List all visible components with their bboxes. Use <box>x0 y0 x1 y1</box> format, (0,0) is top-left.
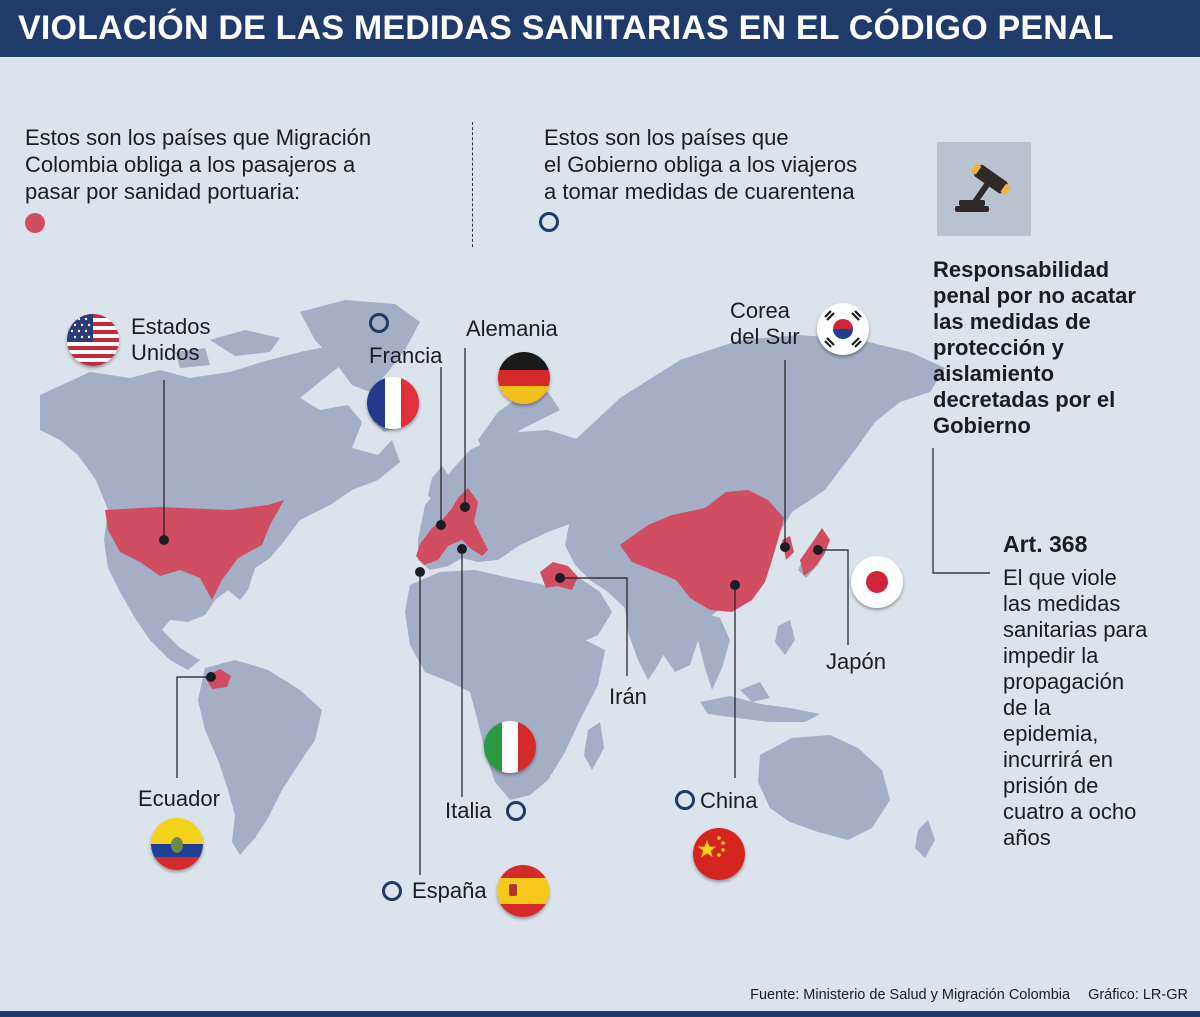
legend-ring-text: Estos son los países que el Gobierno obl… <box>544 125 858 204</box>
article-text: El que viole las medidas sanitarias para… <box>1003 565 1148 850</box>
indonesia <box>700 682 820 722</box>
legend-red-text: Estos son los países que Migración Colom… <box>25 125 372 204</box>
ring-francia <box>369 313 389 333</box>
leader-iran <box>560 577 628 676</box>
china-flag-icon <box>693 828 745 880</box>
arabia <box>545 575 612 645</box>
leader-lines <box>163 348 990 875</box>
africa <box>405 570 605 800</box>
japan-flag-icon <box>851 556 903 608</box>
dot-china <box>730 580 740 590</box>
label-espana: España <box>412 878 487 903</box>
arctic-islands <box>175 330 280 368</box>
label-china: China <box>700 788 758 813</box>
dot-italia <box>457 544 467 554</box>
china-shape <box>620 490 784 612</box>
dot-ecuador <box>206 672 216 682</box>
new-zealand <box>915 820 935 858</box>
usa-flag-icon <box>67 314 119 366</box>
south-korea-flag-icon <box>817 303 869 355</box>
graphic-credit: Gráfico: LR-GR <box>1088 987 1188 1003</box>
india <box>625 600 680 680</box>
south-america <box>198 660 322 855</box>
madagascar <box>584 722 604 770</box>
uk <box>428 466 452 505</box>
article-title: Art. 368 <box>1003 531 1088 557</box>
se-asia <box>698 612 730 690</box>
label-corea: Corea del Sur <box>730 298 800 349</box>
ring-italia <box>506 801 526 821</box>
label-usa: Estados Unidos <box>131 314 211 365</box>
philippines <box>775 620 795 655</box>
legend-divider <box>472 122 473 247</box>
france-flag-icon <box>367 377 419 429</box>
usa-shape <box>105 500 284 600</box>
footer: Fuente: Ministerio de Salud y Migración … <box>732 987 1188 1003</box>
dot-corea <box>780 542 790 552</box>
germany-flag-icon <box>498 352 550 404</box>
scandinavia <box>478 392 560 462</box>
bottom-bar <box>0 1011 1200 1017</box>
legal-heading: Responsabilidad penal por no acatar las … <box>933 257 1136 438</box>
legend-ring-marker <box>539 212 559 232</box>
italy-flag-icon <box>484 721 536 773</box>
label-alemania: Alemania <box>466 316 558 341</box>
page-title: VIOLACIÓN DE LAS MEDIDAS SANITARIAS EN E… <box>18 9 1114 47</box>
legend-red-dot <box>25 213 45 233</box>
leader-legal <box>932 448 990 574</box>
title-bar: VIOLACIÓN DE LAS MEDIDAS SANITARIAS EN E… <box>0 0 1200 57</box>
north-america <box>40 345 400 670</box>
label-francia: Francia <box>369 343 443 368</box>
ring-china <box>675 790 695 810</box>
dot-usa <box>159 535 169 545</box>
europe-shape <box>416 488 488 565</box>
dot-espana <box>415 567 425 577</box>
ring-espana <box>382 881 402 901</box>
leader-japon <box>818 549 849 645</box>
land-masses <box>40 300 945 858</box>
dot-japon <box>813 545 823 555</box>
country-dots <box>159 502 823 682</box>
label-italia: Italia <box>445 798 492 823</box>
dot-alemania <box>460 502 470 512</box>
gavel-box <box>937 142 1031 236</box>
dot-iran <box>555 573 565 583</box>
label-ecuador: Ecuador <box>138 786 220 811</box>
leader-ecuador <box>176 676 211 778</box>
greenland <box>300 300 420 392</box>
source-credit: Fuente: Ministerio de Salud y Migración … <box>750 987 1071 1003</box>
spain-flag-icon <box>497 865 549 917</box>
dot-francia <box>436 520 446 530</box>
gavel-icon <box>955 163 1011 212</box>
australia <box>758 735 890 840</box>
label-iran: Irán <box>609 684 647 709</box>
ecuador-flag-icon <box>151 818 203 870</box>
label-japon: Japón <box>826 649 886 674</box>
